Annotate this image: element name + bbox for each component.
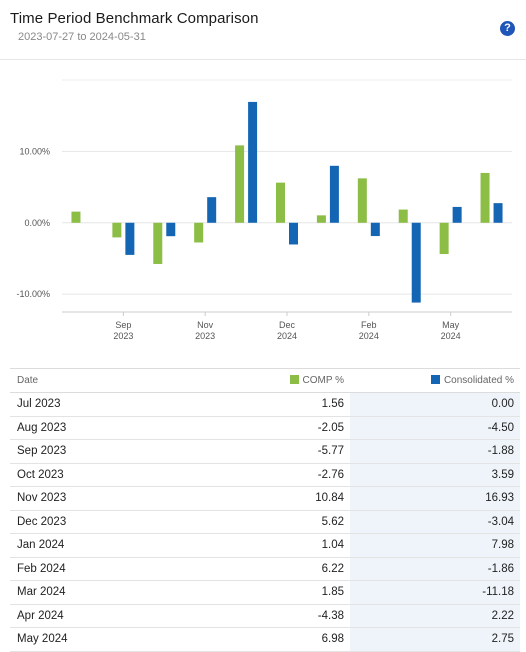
consolidated-bar[interactable] [207, 197, 217, 223]
y-tick-label: 0.00% [24, 218, 50, 228]
x-tick-year-label: 2024 [441, 331, 461, 341]
comp-bar[interactable] [235, 145, 245, 223]
row-consolidated-value: 2.75 [350, 627, 520, 652]
comp-bar[interactable] [194, 222, 204, 243]
row-consolidated-value: 7.98 [350, 533, 520, 558]
row-date: Jan 2024 [10, 533, 175, 558]
consolidated-column-label: Consolidated % [443, 375, 514, 386]
row-comp-value: -4.38 [175, 604, 350, 628]
comp-bar[interactable] [439, 222, 449, 255]
data-table-container: Date COMP % Consolidated % Jul 2023 1.56 0… [10, 368, 520, 652]
row-comp-value: 5.62 [175, 510, 350, 534]
table-row: Apr 2024 -4.38 2.22 [10, 604, 520, 628]
bar-chart: 10.00% 0.00% -10.00% Sep 2023 Nov 2023 Dec 2024 F… [0, 62, 526, 352]
table-row: Aug 2023 -2.05 -4.50 [10, 416, 520, 440]
consolidated-bar[interactable] [289, 222, 298, 245]
row-consolidated-value: 16.93 [350, 486, 520, 511]
row-date: Feb 2024 [10, 557, 175, 581]
x-tick-label: May [442, 320, 460, 330]
consolidated-bar[interactable] [493, 203, 503, 223]
x-tick-label: Dec [279, 320, 296, 330]
y-tick-label: 10.00% [19, 146, 50, 156]
row-date: May 2024 [10, 627, 175, 652]
row-date: Aug 2023 [10, 416, 175, 440]
consolidated-bar[interactable] [166, 222, 176, 237]
comp-bar[interactable] [112, 222, 122, 238]
x-tick-year-label: 2024 [277, 331, 297, 341]
comp-bar[interactable] [153, 222, 163, 264]
row-comp-value: -2.05 [175, 416, 350, 440]
comp-legend-swatch [289, 375, 299, 384]
table-row: Nov 2023 10.84 16.93 [10, 486, 520, 511]
y-tick-label: -10.00% [16, 289, 50, 299]
comp-bar[interactable] [398, 209, 408, 223]
row-date: Dec 2023 [10, 510, 175, 534]
consolidated-bar[interactable] [329, 165, 339, 223]
table-row: Dec 2023 5.62 -3.04 [10, 510, 520, 534]
comp-bar[interactable] [71, 211, 81, 223]
x-tick-year-label: 2023 [195, 331, 215, 341]
row-consolidated-value: -1.86 [350, 557, 520, 581]
table-header-row: Date COMP % Consolidated % [10, 368, 520, 393]
consolidated-bar[interactable] [411, 222, 421, 303]
comp-bar[interactable] [276, 182, 285, 223]
row-consolidated-value: -11.18 [350, 580, 520, 605]
x-tick-year-label: 2023 [113, 331, 133, 341]
consolidated-legend-swatch [430, 375, 440, 384]
row-comp-value: -2.76 [175, 463, 350, 487]
row-date: Sep 2023 [10, 439, 175, 464]
consolidated-column-header[interactable]: Consolidated % [350, 368, 520, 393]
row-date: Apr 2024 [10, 604, 175, 628]
x-tick-label: Nov [197, 320, 214, 330]
row-comp-value: 10.84 [175, 486, 350, 511]
x-tick-year-label: 2024 [359, 331, 379, 341]
row-date: Mar 2024 [10, 580, 175, 605]
row-comp-value: 6.22 [175, 557, 350, 581]
widget-header: Time Period Benchmark Comparison 2023-07… [0, 0, 526, 60]
row-comp-value: -5.77 [175, 439, 350, 464]
table-row: Jan 2024 1.04 7.98 [10, 533, 520, 558]
comp-column-header[interactable]: COMP % [175, 368, 350, 393]
consolidated-bar[interactable] [452, 206, 462, 223]
comp-bar[interactable] [357, 178, 367, 223]
date-column-header[interactable]: Date [10, 368, 175, 393]
table-row: Sep 2023 -5.77 -1.88 [10, 439, 520, 464]
row-comp-value: 1.85 [175, 580, 350, 605]
x-tick-label: Feb [361, 320, 377, 330]
data-table: Date COMP % Consolidated % Jul 2023 1.56 0… [10, 368, 520, 652]
consolidated-bar[interactable] [248, 101, 258, 223]
row-comp-value: 1.04 [175, 533, 350, 558]
row-consolidated-value: 3.59 [350, 463, 520, 487]
row-consolidated-value: -4.50 [350, 416, 520, 440]
comp-bar[interactable] [316, 215, 326, 223]
table-row: May 2024 6.98 2.75 [10, 627, 520, 652]
help-icon[interactable]: ? [500, 21, 515, 36]
page-title: Time Period Benchmark Comparison [10, 10, 259, 27]
row-date: Jul 2023 [10, 392, 175, 417]
table-row: Mar 2024 1.85 -11.18 [10, 580, 520, 605]
comp-column-label: COMP % [302, 375, 345, 386]
x-tick-label: Sep [115, 320, 131, 330]
table-row: Jul 2023 1.56 0.00 [10, 392, 520, 417]
row-date: Oct 2023 [10, 463, 175, 487]
consolidated-bar[interactable] [125, 222, 135, 255]
row-date: Nov 2023 [10, 486, 175, 511]
row-consolidated-value: -3.04 [350, 510, 520, 534]
row-consolidated-value: 2.22 [350, 604, 520, 628]
date-range: 2023-07-27 to 2024-05-31 [18, 31, 146, 43]
row-comp-value: 1.56 [175, 392, 350, 417]
comp-bar[interactable] [480, 172, 490, 223]
table-row: Feb 2024 6.22 -1.86 [10, 557, 520, 581]
row-comp-value: 6.98 [175, 627, 350, 652]
consolidated-bar[interactable] [370, 222, 380, 237]
table-row: Oct 2023 -2.76 3.59 [10, 463, 520, 487]
row-consolidated-value: 0.00 [350, 392, 520, 417]
row-consolidated-value: -1.88 [350, 439, 520, 464]
chart-svg: 10.00%0.00%-10.00%Sep2023Nov2023Dec2024F… [16, 79, 512, 341]
